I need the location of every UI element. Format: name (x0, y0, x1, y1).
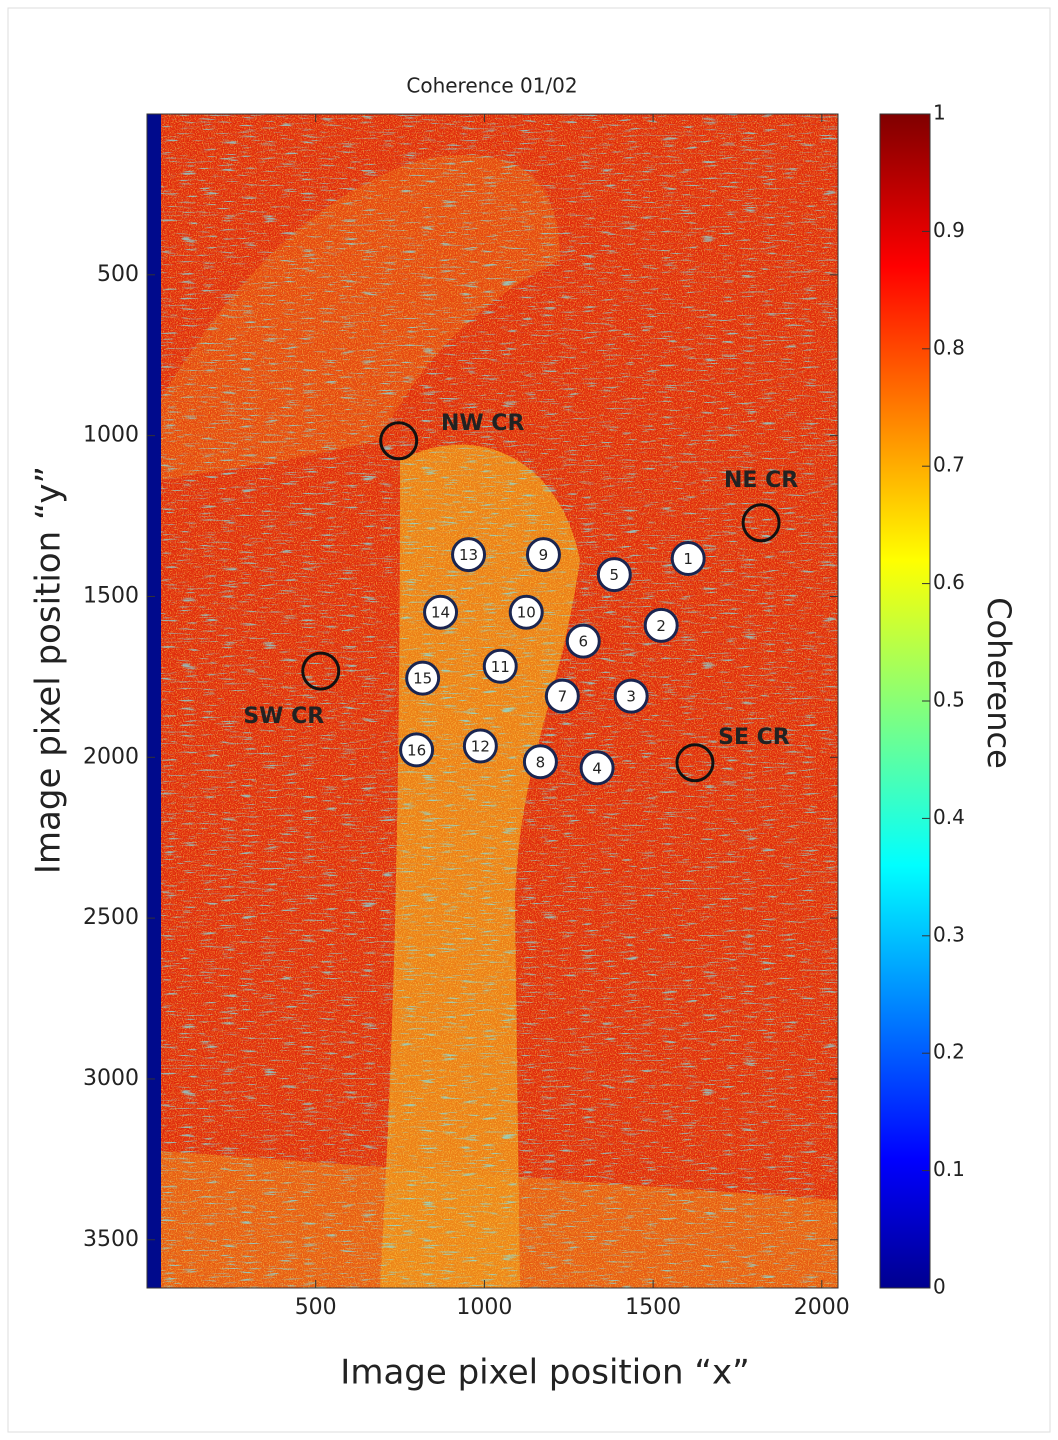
point-marker (462, 728, 498, 764)
point-marker (405, 660, 441, 696)
y-tick-label: 1000 (83, 423, 139, 448)
point-marker (643, 607, 679, 643)
point-label: 4 (592, 759, 602, 777)
point-marker (544, 678, 580, 714)
point-label: 9 (539, 546, 549, 564)
y-tick-label: 500 (97, 262, 139, 287)
colorbar-tick-label: 0.5 (933, 688, 965, 712)
point-marker (482, 648, 518, 684)
point-marker (399, 732, 435, 768)
point-label: 6 (578, 633, 588, 651)
colorbar-tick-label: 0.9 (933, 218, 965, 242)
plot-border (146, 113, 839, 1289)
point-marker (522, 744, 558, 780)
point-label: 16 (407, 741, 426, 759)
point-label: 2 (656, 617, 666, 635)
point-marker (565, 623, 601, 659)
colorbar-tick-label: 0.1 (933, 1157, 965, 1181)
y-tick-label: 3500 (83, 1227, 139, 1252)
point-marker (525, 537, 561, 573)
x-tick-label: 2000 (794, 1295, 850, 1320)
point-marker (579, 750, 615, 786)
point-marker (423, 594, 459, 630)
y-tick-label: 1500 (83, 583, 139, 608)
frame (7, 7, 1051, 1433)
point-marker (451, 537, 487, 573)
reflector-marker (301, 651, 341, 691)
y-tick-label: 2500 (83, 905, 139, 930)
point-marker (613, 678, 649, 714)
coherence-image (147, 114, 838, 1288)
reflector-marker (741, 503, 781, 543)
reflector-label: NW CR (441, 411, 524, 436)
colorbar-tick-label: 0.7 (933, 453, 965, 477)
point-label: 14 (431, 604, 450, 622)
point-marker (596, 557, 632, 593)
point-marker (508, 594, 544, 630)
colorbar-tick-label: 0.6 (933, 570, 965, 594)
colorbar (879, 113, 931, 1289)
reflector-label: SW CR (243, 704, 324, 729)
reflector-marker (379, 421, 419, 461)
colorbar-tick-label: 0.3 (933, 922, 965, 946)
point-label: 5 (610, 566, 620, 584)
reflector-label: NE CR (724, 468, 798, 493)
x-tick-label: 500 (295, 1295, 337, 1320)
point-label: 1 (683, 550, 693, 568)
x-tick-label: 1000 (456, 1295, 512, 1320)
point-label: 15 (413, 670, 432, 688)
point-label: 7 (558, 688, 568, 706)
colorbar-tick-label: 0.2 (933, 1040, 965, 1064)
point-label: 13 (459, 546, 478, 564)
x-axis-label: Image pixel position “x” (340, 1353, 749, 1393)
reflector-label: SE CR (718, 725, 790, 750)
x-tick-label: 1500 (625, 1295, 681, 1320)
point-label: 3 (626, 688, 636, 706)
reflector-marker (675, 743, 715, 783)
point-label: 10 (517, 604, 536, 622)
point-label: 8 (536, 753, 546, 771)
point-label: 11 (491, 658, 510, 676)
y-axis-label: Image pixel position “y” (29, 466, 69, 874)
point-marker (670, 541, 706, 577)
colorbar-label: Coherence (980, 597, 1018, 769)
point-label: 12 (471, 738, 490, 756)
colorbar-tick-label: 0 (933, 1275, 946, 1299)
chart-title: Coherence 01/02 (406, 74, 577, 98)
colorbar-tick-label: 1 (933, 101, 946, 125)
colorbar-tick-label: 0.4 (933, 805, 965, 829)
colorbar-tick-label: 0.8 (933, 335, 965, 359)
y-tick-label: 2000 (83, 744, 139, 769)
y-tick-label: 3000 (83, 1066, 139, 1091)
